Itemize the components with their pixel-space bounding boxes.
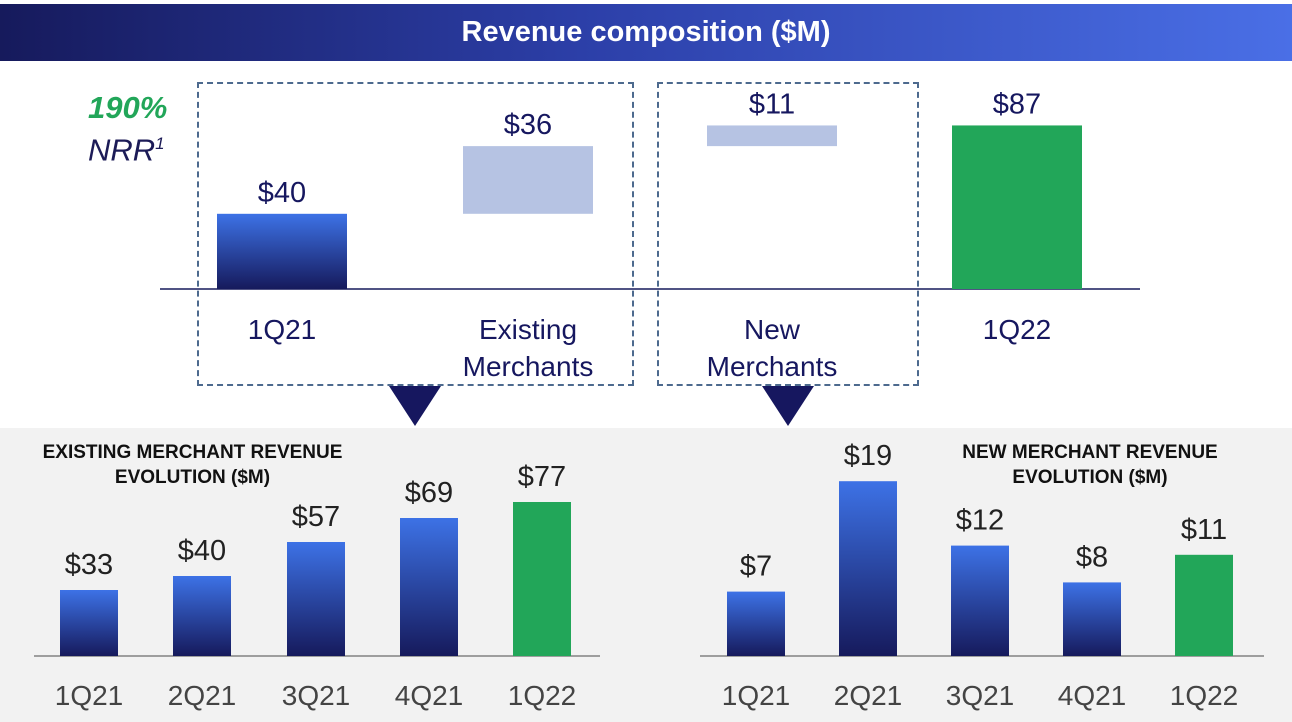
waterfall-value-label-1: $36 bbox=[504, 109, 552, 141]
existing-chart-tick-label-3: 4Q21 bbox=[395, 680, 464, 711]
new-chart-bar-0 bbox=[727, 591, 785, 656]
nrr-label: NRR bbox=[88, 132, 156, 168]
bottom-panel-background bbox=[0, 428, 1292, 722]
existing-panel-title-line2: EVOLUTION ($M) bbox=[114, 467, 271, 488]
new-merchants-highlight-box bbox=[657, 82, 919, 386]
nrr-label-wrap: NRR1 bbox=[88, 126, 167, 168]
existing-chart-value-label-4: $77 bbox=[518, 461, 566, 493]
waterfall-category-label-1: Existing Merchants bbox=[463, 314, 594, 382]
existing-chart-value-label-2: $57 bbox=[292, 501, 340, 533]
existing-chart-bar-2 bbox=[287, 542, 345, 656]
existing-chart-tick-label-0: 1Q21 bbox=[55, 680, 124, 711]
banner-title: Revenue composition ($M) bbox=[461, 16, 831, 48]
waterfall-bar-1 bbox=[463, 146, 593, 214]
waterfall-value-label-2: $11 bbox=[749, 88, 795, 120]
new-chart-value-label-4: $11 bbox=[1181, 514, 1227, 546]
existing-chart-tick-label-1: 2Q21 bbox=[168, 680, 237, 711]
existing-merchants-highlight-box bbox=[197, 82, 634, 386]
existing-merchants-arrow-icon bbox=[389, 386, 441, 426]
new-chart-tick-label-4: 1Q22 bbox=[1170, 680, 1239, 711]
new-chart-value-label-3: $8 bbox=[1076, 541, 1108, 573]
new-chart-value-label-0: $7 bbox=[740, 551, 772, 583]
new-chart-tick-label-3: 4Q21 bbox=[1058, 680, 1127, 711]
new-panel-title-line1: NEW MERCHANT REVENUE bbox=[962, 442, 1218, 463]
new-chart-bar-4 bbox=[1175, 554, 1233, 656]
new-chart-tick-label-2: 3Q21 bbox=[946, 680, 1015, 711]
waterfall-bar-3 bbox=[952, 125, 1082, 289]
waterfall-bar-2 bbox=[707, 125, 837, 147]
existing-panel-title: EXISTING MERCHANT REVENUE EVOLUTION ($M) bbox=[20, 440, 365, 490]
existing-chart-bar-1 bbox=[173, 576, 231, 656]
waterfall-category-label-3: 1Q22 bbox=[983, 314, 1052, 345]
new-chart-bar-2 bbox=[951, 545, 1009, 656]
title-banner: Revenue composition ($M) bbox=[0, 4, 1292, 61]
existing-chart-value-label-0: $33 bbox=[65, 549, 113, 581]
waterfall-value-label-3: $87 bbox=[993, 88, 1041, 120]
new-chart-tick-label-0: 1Q21 bbox=[722, 680, 791, 711]
nrr-value: 190% bbox=[88, 90, 168, 125]
new-panel-title: NEW MERCHANT REVENUE EVOLUTION ($M) bbox=[945, 440, 1235, 490]
new-panel-title-line2: EVOLUTION ($M) bbox=[1012, 467, 1168, 488]
nrr-footnote: 1 bbox=[155, 134, 165, 153]
existing-chart-value-label-3: $69 bbox=[405, 477, 453, 509]
waterfall-bar-0 bbox=[217, 213, 347, 289]
existing-chart-bar-3 bbox=[400, 518, 458, 656]
new-chart-bar-3 bbox=[1063, 582, 1121, 656]
new-chart-bar-1 bbox=[839, 481, 897, 656]
existing-chart-tick-label-2: 3Q21 bbox=[282, 680, 351, 711]
new-merchants-arrow-icon bbox=[762, 386, 814, 426]
waterfall-value-label-0: $40 bbox=[258, 177, 306, 209]
waterfall-category-label-0: 1Q21 bbox=[248, 314, 317, 345]
existing-chart-bar-4 bbox=[513, 502, 571, 656]
existing-chart-value-label-1: $40 bbox=[178, 535, 226, 567]
new-chart-tick-label-1: 2Q21 bbox=[834, 680, 903, 711]
existing-chart-tick-label-4: 1Q22 bbox=[508, 680, 577, 711]
new-chart-value-label-2: $12 bbox=[956, 505, 1004, 537]
existing-panel-title-line1: EXISTING MERCHANT REVENUE bbox=[42, 442, 343, 463]
nrr-callout: 190% NRR1 bbox=[88, 90, 167, 168]
waterfall-category-label-2: New Merchants bbox=[707, 314, 838, 382]
new-chart-value-label-1: $19 bbox=[844, 440, 892, 472]
existing-chart-bar-0 bbox=[60, 590, 118, 656]
